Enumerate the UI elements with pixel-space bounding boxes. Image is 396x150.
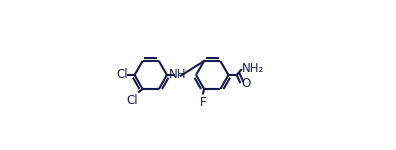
Text: Cl: Cl: [127, 94, 138, 107]
Text: NH₂: NH₂: [242, 62, 264, 75]
Text: F: F: [200, 96, 206, 109]
Text: Cl: Cl: [116, 69, 128, 81]
Text: O: O: [242, 77, 251, 90]
Text: NH: NH: [168, 68, 186, 81]
